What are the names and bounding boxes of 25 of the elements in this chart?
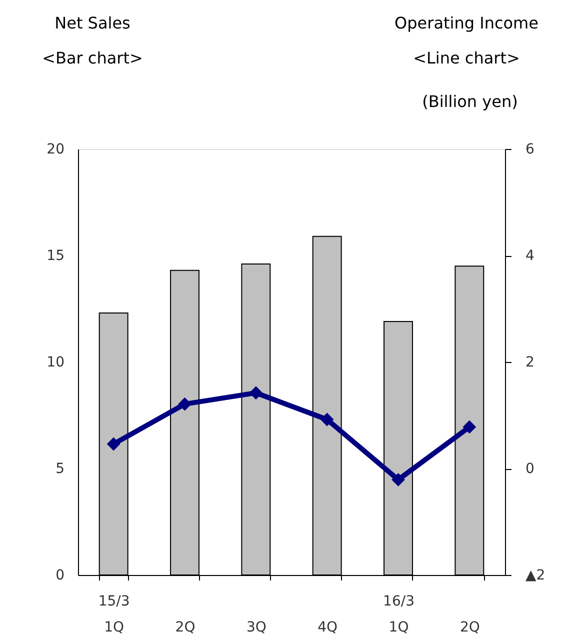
point bbox=[462, 420, 476, 434]
y-axis-title: Net Sales <Bar chart> bbox=[42, 14, 143, 68]
point bbox=[392, 472, 405, 486]
point bbox=[249, 386, 263, 400]
point bbox=[178, 397, 192, 411]
y2-tick-label: 2 bbox=[526, 354, 534, 370]
y2-tick-label: 6 bbox=[526, 142, 534, 158]
point bbox=[106, 437, 120, 451]
y2-axis-title: Operating Income <Line chart> bbox=[394, 14, 538, 68]
y-tick-label: 10 bbox=[46, 354, 64, 370]
y-tick-label: 5 bbox=[56, 461, 64, 477]
y-tick-label: 0 bbox=[56, 568, 64, 584]
x-tick-label: 2Q bbox=[175, 620, 196, 636]
x-tick-label: 2Q bbox=[460, 620, 480, 636]
x-tick-label: 3Q bbox=[246, 620, 266, 636]
text: (Billion yen) bbox=[422, 92, 518, 111]
x-tick-label: 15/3 1Q bbox=[98, 594, 130, 636]
x-tick-label: 16/3 1Q bbox=[383, 594, 414, 636]
y2-tick-label: ▲2 bbox=[526, 568, 546, 584]
y-tick-label: 15 bbox=[46, 248, 64, 264]
point bbox=[320, 412, 334, 426]
x-tick-label: 4Q bbox=[318, 620, 338, 636]
y2-tick-label: 4 bbox=[526, 248, 534, 264]
y2-tick-label: 0 bbox=[526, 461, 534, 477]
y-tick-label: 20 bbox=[46, 142, 64, 158]
